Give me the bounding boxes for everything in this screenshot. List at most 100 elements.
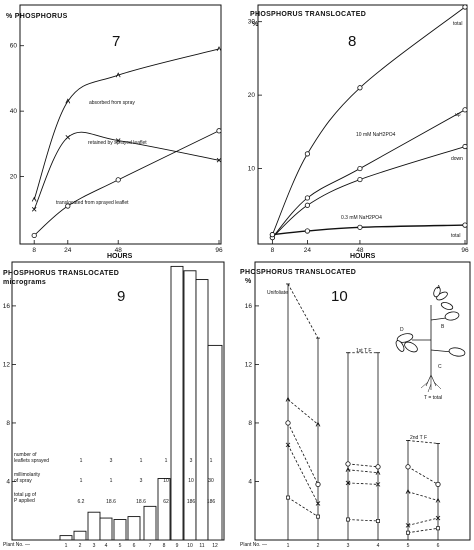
panel10-point-B-4 (405, 488, 411, 494)
panel9-xtick-label-12: 12 (212, 543, 218, 549)
panel7-series-label-translocated: translocated from sprayed leaflet (56, 200, 129, 206)
panel9-bar-7 (143, 505, 157, 541)
panel7-ytick-label-2: 20 (10, 174, 18, 181)
panel9-bar-1 (59, 535, 73, 541)
panel9-xtick-label-7: 7 (149, 543, 152, 549)
panel10-xtick-label-1: 2 (317, 543, 320, 549)
panel8-xtick-label-1: 24 (304, 247, 312, 254)
panel8-xtick-label-2: 48 (356, 247, 364, 254)
panel8-ytick-label-0: 30 (248, 19, 256, 26)
panel10-point-C-1-b (315, 501, 321, 506)
panel10-point-D-4 (406, 530, 410, 535)
panel10-xtick-label-2: 3 (347, 543, 350, 549)
panel9-xtick-label-2: 2 (79, 543, 82, 549)
panel10-xtick-label-3: 4 (377, 543, 380, 549)
panel10-point-C-0 (285, 442, 291, 448)
panel9-xtick-label-1: 1 (65, 543, 68, 549)
panel8-point-3-0 (269, 232, 275, 238)
panel8-point-3-1 (304, 228, 310, 234)
panel7-series-label-absorbed: absorbed from spray (89, 100, 135, 106)
panel10-line-B-2 (407, 491, 439, 501)
panel8-xlabel: HOURS (350, 253, 376, 260)
panel7-point-1-0-b (31, 207, 37, 212)
panel8-ytick-label-2: 10 (248, 166, 256, 173)
panel9-bar-12 (207, 344, 223, 541)
panel9-table-cell-4-1: 10 (188, 478, 194, 484)
panel9-table-cell-5-1: 30 (208, 478, 214, 484)
panel9-xtick-label-9: 9 (176, 543, 179, 549)
panel9-xtick-label-8: 8 (163, 543, 166, 549)
panel8-point-2-1 (304, 202, 310, 208)
chart-panel-8: PHOSPHORUS TRANSLOCATED % 8 HOURS 10 mM … (250, 11, 463, 260)
panel10-point-C-5-b (435, 515, 441, 521)
panel7-point-0-0 (31, 196, 37, 202)
panel9-table-cell-2-1: 3 (140, 478, 143, 484)
chart-panel-10: PHOSPHORUS TRANSLOCATED % 10 Unifoliate … (240, 269, 466, 548)
panel9-bar-9 (170, 265, 184, 541)
panel10-point-A-1 (315, 481, 321, 487)
panel7-series-label-retained: retained by sprayed leaflet (88, 140, 147, 146)
chart-panel-9: PHOSPHORUS TRANSLOCATED micrograms 9 Pla… (3, 270, 125, 548)
panel10-point-A-0 (285, 420, 291, 426)
panel8-line-0 (271, 6, 466, 235)
panel9-xtick-label-3: 3 (93, 543, 96, 549)
panel7-point-0-1 (65, 98, 71, 104)
panel9-table-rowlabel-1-a: millimolarity (14, 472, 41, 478)
panel7-point-1-1-b (65, 135, 71, 140)
panel7-xtick-label-0: 8 (32, 247, 36, 254)
panel10-xtick-label-4: 5 (407, 543, 410, 549)
panel10-point-B-2 (345, 466, 351, 472)
panel10-annotation-2nd-tf: 2nd T F (410, 435, 427, 441)
panel9-table-cell-3-0: 1 (165, 458, 168, 464)
panel7-line-2 (33, 130, 220, 236)
panel9-bar-8 (157, 478, 171, 541)
panel10-point-C-2 (345, 480, 351, 486)
panel9-table-cell-5-0: 1 (210, 458, 213, 464)
panel10-xtick-label-0: 1 (287, 543, 290, 549)
panel10-point-A-5 (435, 481, 441, 487)
panel9-xlabel: Plant No. — (3, 542, 30, 548)
panel10-point-C-1 (315, 501, 321, 506)
panel8-xtick-label-0: 8 (271, 247, 275, 254)
panel9-title: PHOSPHORUS TRANSLOCATED (3, 270, 119, 277)
panel9-table-rowlabel-0-b: leaflets sprayed (14, 458, 49, 464)
panel10-line-T-2 (407, 440, 439, 444)
panel9-number: 9 (117, 288, 125, 305)
panel7-title: % PHOSPHORUS (6, 13, 68, 20)
panel7-point-2-3 (216, 128, 222, 134)
panel10-point-B-3 (375, 469, 381, 475)
panel9-table-cell-1-0: 3 (110, 458, 113, 464)
panel10-ytick-label-0: 16 (245, 303, 253, 310)
panel10-point-C-0-b (285, 442, 291, 448)
panel7-point-1-1 (65, 135, 71, 140)
panel10-line-D-1 (347, 519, 379, 522)
panel10-point-D-0 (286, 495, 290, 500)
panel9-xtick-label-6: 6 (133, 543, 136, 549)
panel10-point-C-3-b (375, 482, 381, 487)
panel8-point-1-2 (357, 165, 363, 172)
plant-label-c: C (438, 364, 442, 370)
panel10-point-D-1 (316, 514, 320, 519)
panel9-bar-3 (87, 511, 101, 541)
panel8-title: PHOSPHORUS TRANSLOCATED (250, 11, 366, 18)
panel10-line-A-2 (407, 466, 439, 485)
panel10-point-D-5 (436, 526, 440, 531)
panel10-point-C-4-b (405, 523, 411, 528)
panel10-unit: % (245, 278, 252, 285)
panel7-ytick-label-0: 60 (10, 43, 18, 50)
panel8-point-0-2 (357, 85, 363, 91)
panel8-annotation-03mm: 0.3 mM NaH2PO4 (341, 215, 382, 221)
panel7-point-1-0 (31, 207, 37, 212)
panel10-line-D-2 (407, 527, 439, 534)
panel10-point-D-3 (376, 519, 380, 523)
panel10-point-C-5 (435, 515, 441, 521)
panel8-unit: % (252, 21, 259, 28)
panel8-point-1-1 (304, 195, 310, 201)
panel7-point-1-2 (115, 138, 121, 143)
panel9-bar-2 (73, 530, 87, 541)
panel9-bar-6 (127, 516, 141, 541)
panel10-ytick-label-2: 8 (248, 420, 252, 427)
panel8-line-2 (272, 146, 466, 238)
panel10-line-A-0 (287, 422, 319, 485)
